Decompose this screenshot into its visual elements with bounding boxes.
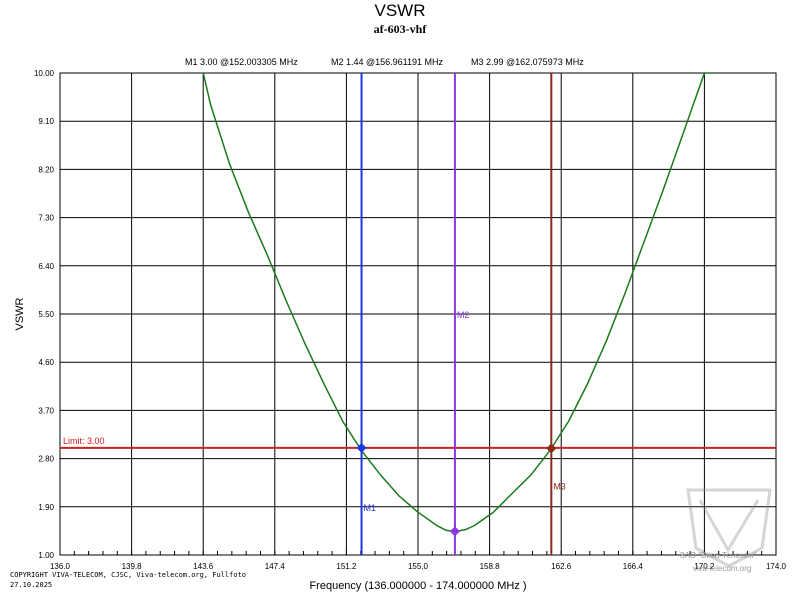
watermark <box>686 488 772 568</box>
chart-subtitle: af-603-vhf <box>374 22 428 36</box>
series-group <box>202 72 712 533</box>
x-tick-label: 170.2 <box>694 562 715 571</box>
x-tick-label: 155.0 <box>408 562 429 571</box>
marker-point-m2 <box>449 526 460 537</box>
chart-title: VSWR <box>375 1 426 20</box>
y-axis-label: VSWR <box>14 297 26 330</box>
grid <box>60 73 776 555</box>
y-tick-label: 10.00 <box>34 69 55 78</box>
marker-point-m3 <box>546 443 557 454</box>
y-tick-label: 9.10 <box>38 117 54 126</box>
marker-readout-m2: M2 1.44 @156.961191 MHz <box>331 57 444 67</box>
limit-line-group: Limit: 3.00 <box>60 436 776 449</box>
copyright-text: COPYRIGHT VIVA-TELECOM, CJSC, Viva-telec… <box>10 571 246 579</box>
y-tick-label: 5.50 <box>38 310 54 319</box>
x-tick-label: 158.8 <box>480 562 501 571</box>
marker-readout-m3: M3 2.99 @162.075973 MHz <box>471 57 584 67</box>
shield-logo-icon <box>686 488 772 568</box>
marker-readouts: M1 3.00 @152.003305 MHz M2 1.44 @156.961… <box>185 57 584 67</box>
marker-label-m3: M3 <box>553 481 566 491</box>
watermark-company: ЗАО "Вива-Телеком" <box>680 551 757 560</box>
marker-label-m2: M2 <box>457 310 470 320</box>
date-text: 27.10.2025 <box>10 581 52 589</box>
y-tick-label: 1.90 <box>38 503 54 512</box>
marker-label-m1: M1 <box>364 503 377 513</box>
x-tick-label: 143.6 <box>193 562 214 571</box>
tick-labels: 136.0 139.8 143.6 147.4 151.2 155.0 158.8 162.6… <box>34 69 787 571</box>
y-tick-label: 2.80 <box>38 455 54 464</box>
y-tick-label: 1.00 <box>38 551 54 560</box>
marker-readout-m1: M1 3.00 @152.003305 MHz <box>185 57 298 67</box>
y-tick-label: 8.20 <box>38 165 54 174</box>
x-axis-label: Frequency (136.000000 - 174.000000 MHz ) <box>309 580 526 592</box>
y-tick-label: 4.60 <box>38 358 54 367</box>
vswr-series-line <box>202 72 712 533</box>
x-tick-label: 139.8 <box>122 562 143 571</box>
x-tick-label: 151.2 <box>336 562 357 571</box>
watermark-url: viva-telecom.org <box>693 564 752 573</box>
x-tick-label: 162.6 <box>551 562 572 571</box>
limit-label: Limit: 3.00 <box>63 436 105 446</box>
y-tick-label: 6.40 <box>38 262 54 271</box>
y-tick-label: 7.30 <box>38 214 54 223</box>
v-logo-icon <box>698 499 760 553</box>
markers-group: M1 M2 M3 <box>356 73 566 555</box>
x-tick-label: 147.4 <box>265 562 286 571</box>
y-tick-label: 3.70 <box>38 406 54 415</box>
x-tick-label: 174.0 <box>766 562 787 571</box>
x-tick-label: 166.4 <box>623 562 644 571</box>
x-tick-label: 136.0 <box>50 562 71 571</box>
marker-point-m1 <box>356 442 367 453</box>
